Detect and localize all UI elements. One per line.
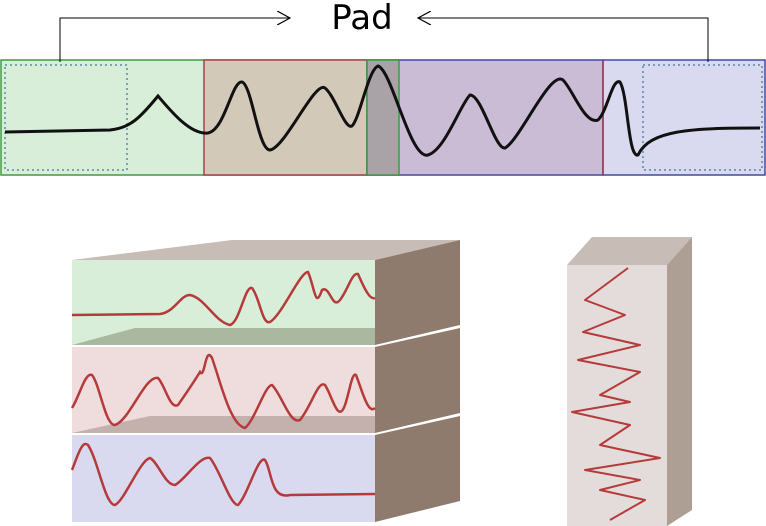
wave	[571, 267, 661, 521]
pad-label: Pad	[331, 0, 392, 38]
wave	[70, 442, 376, 507]
column-side	[667, 237, 692, 526]
slab-top	[72, 240, 460, 260]
overlap	[366, 59, 400, 176]
window-blue	[602, 59, 766, 176]
arrow-left	[59, 18, 290, 62]
wave	[70, 353, 376, 430]
arrow-right	[418, 18, 709, 62]
pad-box-left	[4, 64, 128, 171]
signal	[4, 64, 761, 157]
pad-box-right	[642, 64, 763, 171]
wave	[71, 270, 376, 327]
slab-blue	[72, 435, 375, 522]
column-top	[567, 237, 692, 265]
signal-strip: Pad	[0, 0, 766, 176]
slab-stack	[70, 240, 460, 522]
slab-side	[375, 328, 460, 433]
shadow	[72, 328, 375, 345]
window-brown	[203, 59, 368, 176]
slab-side	[375, 240, 460, 345]
slab-side	[375, 416, 460, 522]
column	[567, 237, 692, 526]
column-front	[567, 265, 667, 526]
